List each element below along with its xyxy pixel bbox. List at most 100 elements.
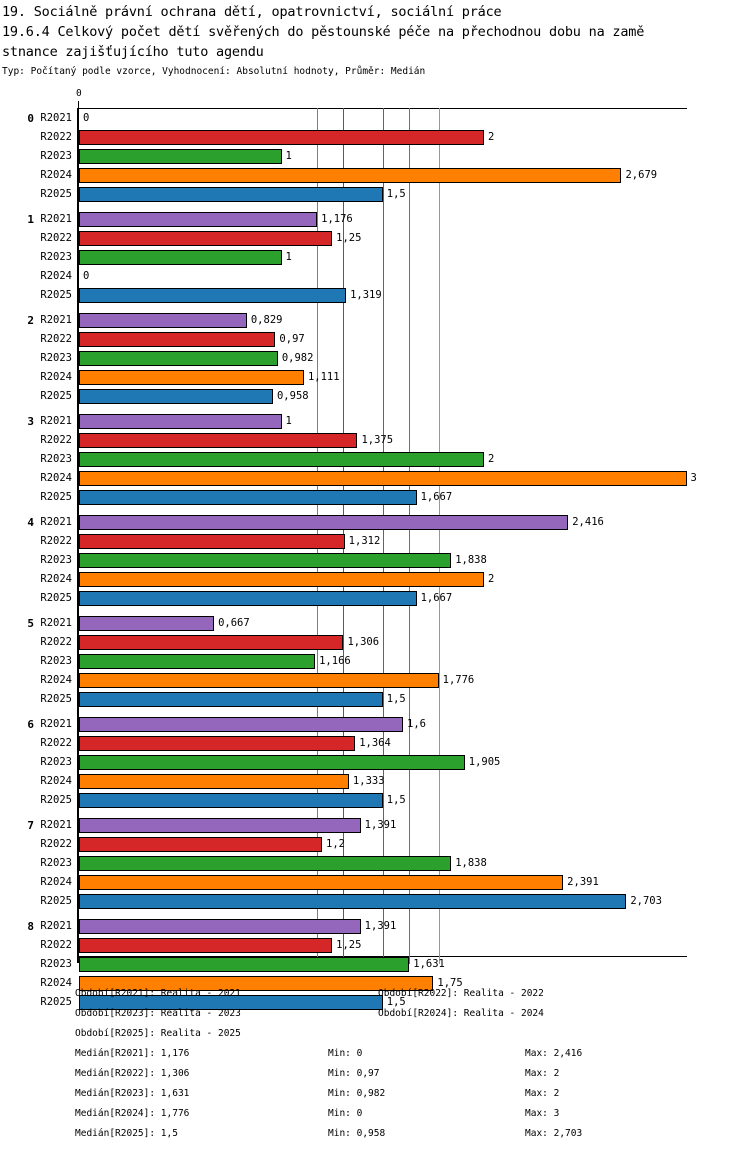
chart-row[interactable]: R2022 1,25 — [0, 936, 750, 955]
chart-row[interactable]: R2022 1,2 — [0, 835, 750, 854]
bar-r2024[interactable] — [79, 168, 622, 183]
chart-row[interactable]: R2025 0,958 — [0, 387, 750, 406]
bar-value-label: 0 — [83, 270, 90, 282]
chart-row[interactable]: R2025 1,667 — [0, 488, 750, 507]
chart-row[interactable]: R2021 1,176 — [0, 210, 750, 229]
bar-r2025[interactable] — [79, 793, 383, 808]
bar-r2025[interactable] — [79, 490, 417, 505]
chart-row[interactable]: R2024 2,391 — [0, 873, 750, 892]
chart-row[interactable]: R2025 1,5 — [0, 993, 750, 1012]
bar-r2021[interactable] — [79, 515, 569, 530]
chart-row[interactable]: R2022 1,25 — [0, 229, 750, 248]
bar-r2021[interactable] — [79, 616, 215, 631]
stat-max-label: Max: 2,416 — [525, 1048, 583, 1059]
chart-row[interactable]: R2022 1,375 — [0, 431, 750, 450]
bar-r2023[interactable] — [79, 149, 282, 164]
chart-row[interactable]: R2021 0,667 — [0, 614, 750, 633]
group-label: 5 — [27, 617, 34, 630]
chart-row[interactable]: R2021 1 — [0, 412, 750, 431]
chart-row[interactable]: R2022 2 — [0, 128, 750, 147]
bar-r2023[interactable] — [79, 250, 282, 265]
chart-row[interactable]: R2023 0,982 — [0, 349, 750, 368]
bar-r2025[interactable] — [79, 288, 347, 303]
chart-row[interactable]: R2025 1,5 — [0, 791, 750, 810]
chart-row[interactable]: R2025 2,703 — [0, 892, 750, 911]
bar-r2021[interactable] — [79, 212, 318, 227]
bar-value-label: 2,679 — [625, 169, 658, 181]
legend-period-row: Období[R2021]: Realita - 2021 Období[R202… — [0, 988, 750, 1008]
chart-row[interactable]: R2023 1,838 — [0, 854, 750, 873]
bar-r2022[interactable] — [79, 736, 356, 751]
chart-row[interactable]: R2021 1,391 — [0, 917, 750, 936]
chart-row[interactable]: R2024 2,679 — [0, 166, 750, 185]
chart-row[interactable]: R2024 1,333 — [0, 772, 750, 791]
stat-median-label: Medián[R2021]: 1,176 — [75, 1048, 190, 1059]
chart-row[interactable]: R2025 1,667 — [0, 589, 750, 608]
bar-r2021[interactable] — [79, 818, 361, 833]
bar-r2021[interactable] — [79, 717, 403, 732]
bar-r2022[interactable] — [79, 231, 333, 246]
bar-r2023[interactable] — [79, 452, 484, 467]
chart-row[interactable]: R2022 0,97 — [0, 330, 750, 349]
chart-row[interactable]: R2021 1,391 — [0, 816, 750, 835]
row-label-r2021: R2021 — [40, 920, 72, 932]
chart-row[interactable]: R2025 1,319 — [0, 286, 750, 305]
bar-r2023[interactable] — [79, 856, 452, 871]
chart-row[interactable]: R2024 2 — [0, 570, 750, 589]
bar-r2023[interactable] — [79, 957, 410, 972]
bar-r2024[interactable] — [79, 875, 564, 890]
bar-r2021[interactable] — [79, 919, 361, 934]
chart-row[interactable]: R2024 1,111 — [0, 368, 750, 387]
bar-value-label: 1,25 — [336, 232, 362, 244]
chart-row[interactable]: R2022 1,306 — [0, 633, 750, 652]
chart-row[interactable]: R2023 2 — [0, 450, 750, 469]
row-label-r2022: R2022 — [40, 232, 72, 244]
bar-r2025[interactable] — [79, 187, 383, 202]
bar-r2022[interactable] — [79, 938, 333, 953]
bar-r2022[interactable] — [79, 635, 344, 650]
chart-row[interactable]: R2024 1,776 — [0, 671, 750, 690]
group-label: 7 — [27, 819, 34, 832]
chart-row[interactable]: R2021 1,6 — [0, 715, 750, 734]
median-line-r2023 — [409, 108, 411, 964]
bar-r2024[interactable] — [79, 673, 439, 688]
bar-r2023[interactable] — [79, 654, 316, 669]
chart-row[interactable]: R2025 1,5 — [0, 690, 750, 709]
chart-row[interactable]: R2021 2,416 — [0, 513, 750, 532]
chart-row[interactable]: R2024 0 — [0, 267, 750, 286]
bar-r2024[interactable] — [79, 976, 434, 991]
bar-r2024[interactable] — [79, 572, 484, 587]
chart-row[interactable]: R2023 1,166 — [0, 652, 750, 671]
bar-r2021[interactable] — [79, 313, 247, 328]
chart-row[interactable]: R2023 1,838 — [0, 551, 750, 570]
bar-r2024[interactable] — [79, 774, 349, 789]
chart-row[interactable]: R2024 3 — [0, 469, 750, 488]
bar-r2025[interactable] — [79, 894, 627, 909]
group-label: 6 — [27, 718, 34, 731]
bar-r2022[interactable] — [79, 433, 358, 448]
bar-r2023[interactable] — [79, 755, 465, 770]
bar-r2025[interactable] — [79, 389, 273, 404]
bar-r2022[interactable] — [79, 332, 276, 347]
chart-row[interactable]: R2024 1,75 — [0, 974, 750, 993]
bar-r2025[interactable] — [79, 692, 383, 707]
bar-r2024[interactable] — [79, 370, 304, 385]
bar-r2024[interactable] — [79, 471, 687, 486]
chart-row[interactable]: R2022 1,312 — [0, 532, 750, 551]
bar-r2022[interactable] — [79, 837, 322, 852]
chart-row[interactable]: R2023 1,905 — [0, 753, 750, 772]
bar-r2023[interactable] — [79, 351, 278, 366]
chart-row[interactable]: R2023 1 — [0, 248, 750, 267]
bar-r2022[interactable] — [79, 130, 484, 145]
bar-r2021[interactable] — [79, 414, 282, 429]
bar-r2022[interactable] — [79, 534, 345, 549]
chart-row[interactable]: R2022 1,364 — [0, 734, 750, 753]
bar-r2025[interactable] — [79, 995, 383, 1010]
bar-r2025[interactable] — [79, 591, 417, 606]
chart-row[interactable]: R2021 0,829 — [0, 311, 750, 330]
chart-row[interactable]: R2021 0 — [0, 109, 750, 128]
chart-row[interactable]: R2023 1 — [0, 147, 750, 166]
chart-row[interactable]: R2023 1,631 — [0, 955, 750, 974]
chart-row[interactable]: R2025 1,5 — [0, 185, 750, 204]
bar-r2023[interactable] — [79, 553, 452, 568]
